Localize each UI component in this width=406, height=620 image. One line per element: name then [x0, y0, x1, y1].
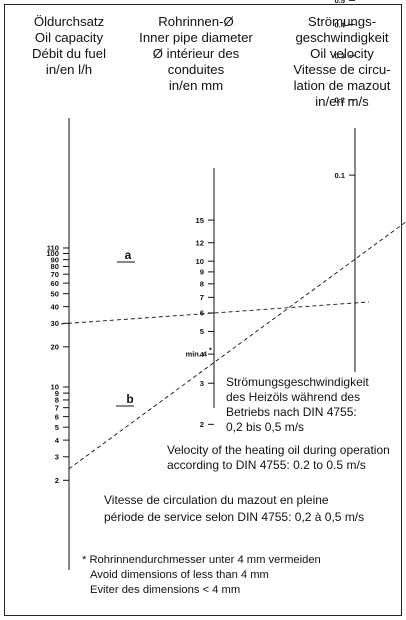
oil-capacity-tick-label: 90 [51, 255, 59, 264]
oil-velocity-tick-label: 0.1 [334, 171, 345, 180]
pipe-diameter-tick-label: 9 [200, 268, 204, 277]
oil-capacity-tick-label: 8 [55, 396, 59, 405]
note-german-line-3: Betriebs nach DIN 4755: [226, 405, 357, 419]
oil-capacity-tick-label: 10 [51, 383, 59, 392]
header-middle-line-3: Ø intérieur des [153, 46, 240, 61]
note-german-line-2: des Heizöls während des [226, 390, 360, 404]
oil-capacity-tick-label: 100 [46, 249, 59, 258]
min-diameter-asterisk: * [209, 346, 212, 355]
footnote-line-1: * Rohrinnendurchmesser unter 4 mm vermei… [82, 554, 321, 566]
header-right-line-3: Oil velocity [310, 46, 374, 61]
oil-capacity-tick-label: 110 [47, 244, 59, 253]
pipe-diameter-tick-label: 10 [196, 257, 204, 266]
oil-capacity-tick-label: 30 [51, 319, 59, 328]
pipe-diameter-tick-label: 5 [200, 327, 205, 336]
note-english-line-2: according to DIN 4755: 0.2 to 0.5 m/s [167, 458, 366, 472]
oil-capacity-tick-label: 80 [51, 262, 59, 271]
footnote-line-2: Avoid dimensions of less than 4 mm [90, 569, 269, 581]
pipe-diameter-tick-label: 2 [200, 420, 204, 429]
note-french-line-1: Vitesse de circulation du mazout en plei… [104, 493, 329, 507]
line-b-label: b [126, 392, 133, 406]
oil-velocity-tick-label: 0.3 [334, 52, 345, 61]
oil-capacity-tick-label: 9 [55, 389, 59, 398]
header-right-line-4: Vitesse de circu- [293, 62, 390, 77]
oil-velocity-scale: 0.1 0.2 0.3 0.4 0.5 [334, 0, 356, 372]
header-middle-line-5: in/en mm [169, 78, 223, 93]
header-right-line-1: Strömungs- [308, 14, 376, 29]
footnote-line-3: Eviter des dimensions < 4 mm [90, 584, 240, 596]
header-middle-line-2: Inner pipe diameter [139, 30, 253, 45]
pipe-diameter-scale: 2 3 4 5 6 7 8 9 10 12 15 [196, 168, 215, 429]
example-line-a [60, 301, 370, 325]
oil-capacity-tick-label: 5 [55, 423, 60, 432]
header-middle-line-4: conduites [168, 62, 225, 77]
outer-frame [4, 4, 402, 616]
oil-capacity-tick-label: 7 [55, 403, 59, 412]
example-line-b [68, 221, 406, 470]
header-left-line-2: Oil capacity [35, 30, 104, 45]
header-left-line-3: Débit du fuel [32, 46, 106, 61]
line-a-label: a [125, 248, 132, 262]
oil-velocity-tick-label: 0.2 [334, 96, 345, 105]
min-diameter-label: min. 4 [186, 350, 208, 359]
note-english-line-1: Velocity of the heating oil during opera… [167, 443, 390, 457]
oil-capacity-tick-label: 4 [55, 436, 60, 445]
pipe-diameter-tick-label: 15 [196, 216, 205, 225]
oil-capacity-tick-label: 3 [55, 453, 59, 462]
oil-capacity-tick-label: 6 [55, 412, 59, 421]
header-middle-line-1: Rohrinnen-Ø [158, 14, 234, 29]
oil-capacity-tick-label: 20 [51, 343, 59, 352]
note-german-line-1: Strömungsgeschwindigkeit [226, 375, 369, 389]
oil-velocity-tick-label: 0.4 [334, 20, 345, 29]
header-left-line-1: Öldurchsatz [34, 14, 104, 29]
header-left-line-4: in/en l/h [46, 62, 92, 77]
pipe-diameter-tick-label: 4 [200, 350, 205, 359]
note-german-line-4: 0,2 bis 0,5 m/s [226, 420, 304, 434]
note-french-line-2: période de service selon DIN 4755: 0,2 à… [104, 510, 364, 524]
oil-capacity-tick-label: 40 [51, 302, 59, 311]
pipe-diameter-tick-label: 6 [200, 309, 204, 318]
oil-capacity-tick-label: 50 [51, 289, 59, 298]
pipe-diameter-tick-label: 8 [200, 280, 204, 289]
pipe-diameter-tick-label: 12 [196, 238, 204, 247]
oil-capacity-tick-label: 2 [55, 476, 59, 485]
header-right-line-5: lation de mazout [294, 78, 391, 93]
pipe-diameter-tick-label: 3 [200, 379, 204, 388]
header-right-line-2: geschwindigkeit [295, 30, 388, 45]
header-right-line-6: in/en m/s [315, 94, 369, 109]
oil-capacity-tick-label: 70 [51, 270, 59, 279]
pipe-diameter-tick-label: 7 [200, 293, 204, 302]
oil-velocity-tick-label: 0.5 [334, 0, 345, 5]
oil-capacity-tick-label: 60 [51, 279, 59, 288]
